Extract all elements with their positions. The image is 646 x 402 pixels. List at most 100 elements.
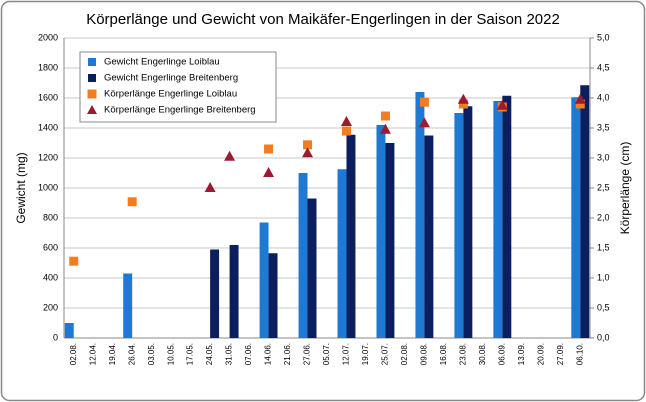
legend-swatch [87,89,97,99]
marker-square [69,256,79,266]
y2-tick-label: 2,0 [597,212,610,222]
y-tick-label: 2000 [38,32,58,42]
legend-swatch [88,58,96,66]
bar [424,135,434,338]
marker-square [264,144,274,154]
legend-label: Gewicht Engerlinge Breitenberg [104,73,238,84]
bar [307,198,317,338]
x-tick-label: 02.08. [400,343,409,365]
y-tick-label: 200 [43,302,58,312]
bar [229,245,239,338]
x-tick-label: 27.06. [303,343,312,365]
bar [123,273,133,338]
y-tick-label: 800 [43,212,58,222]
y2-tick-label: 3,0 [597,152,610,162]
x-tick-label: 20.09. [536,343,545,365]
legend-swatch [88,74,96,82]
marker-square [458,99,468,109]
y2-tick-label: 2,5 [597,182,610,192]
bar [580,85,590,338]
marker-triangle [496,99,508,110]
y2-tick-label: 1,5 [597,242,610,252]
x-tick-label: 02.08. [69,343,78,365]
x-tick-label: 23.08. [458,343,467,365]
bar [337,169,347,338]
x-tick-label: 19.07. [361,343,370,365]
marker-triangle [457,93,469,104]
bar [502,95,512,338]
x-tick-label: 03.05. [147,343,156,365]
x-tick-label: 12.04. [88,343,97,365]
x-tick-label: 06.10. [575,343,584,365]
legend-swatch [87,105,97,114]
marker-square [341,126,351,136]
y2-tick-label: 0,5 [597,302,610,312]
legend-label: Körperlänge Engerlinge Breitenberg [104,105,256,116]
x-tick-label: 10.05. [166,343,175,365]
marker-triangle [340,116,352,126]
marker-square [380,111,390,121]
y-tick-label: 1000 [38,182,58,192]
marker-square [127,197,137,207]
marker-triangle [224,150,236,161]
y-tick-label: 0 [53,332,58,342]
bar [259,222,269,338]
bar [571,97,581,338]
x-tick-label: 05.07. [322,343,331,365]
x-tick-label: 14.06. [264,343,273,365]
y-tick-label: 1200 [38,152,58,162]
marker-triangle [418,117,430,128]
legend-label: Gewicht Engerlinge Loiblau [104,57,220,68]
y-tick-label: 1400 [38,122,58,132]
bar [346,134,356,338]
y2-tick-label: 4,0 [597,92,610,102]
x-tick-label: 13.09. [517,343,526,365]
y-axis-title: Gewicht (mg) [14,152,28,223]
marker-square [419,97,429,107]
y2-axis-title: Körperlänge (cm) [618,142,632,235]
x-tick-label: 25.07. [381,343,390,365]
bar [493,101,503,338]
marker-triangle [204,182,216,192]
marker-square [303,140,313,150]
y2-tick-label: 5,0 [597,32,610,42]
x-tick-label: 06.09. [497,343,506,365]
marker-square [575,99,585,109]
x-tick-label: 16.08. [439,343,448,365]
bar [385,143,395,338]
y2-tick-label: 0,0 [597,332,610,342]
bar [210,249,220,338]
x-tick-label: 30.08. [478,343,487,365]
bar [454,113,464,338]
x-tick-label: 09.08. [420,343,429,365]
y2-tick-label: 4,5 [597,62,610,72]
bar [298,173,308,338]
marker-triangle [302,147,314,158]
bar [64,323,74,338]
x-tick-label: 21.06. [283,343,292,365]
marker-triangle [379,123,391,134]
x-tick-label: 26.04. [127,343,136,365]
x-tick-label: 07.06. [244,343,253,365]
legend-box [79,51,277,123]
x-tick-label: 24.05. [205,343,214,365]
x-tick-label: 19.04. [108,343,117,365]
x-tick-label: 31.05. [225,343,234,365]
bar [415,92,425,338]
y-tick-label: 400 [43,272,58,282]
y-tick-label: 600 [43,242,58,252]
marker-triangle [263,167,275,177]
y-tick-label: 1600 [38,92,58,102]
x-tick-label: 12.07. [342,343,351,365]
x-tick-label: 27.09. [556,343,565,365]
y-tick-label: 1800 [38,62,58,72]
x-tick-label: 17.05. [186,343,195,365]
bar [376,125,386,338]
y2-tick-label: 1,0 [597,272,610,282]
y2-tick-label: 3,5 [597,122,610,132]
marker-triangle [574,93,586,104]
chart-title: Körperlänge und Gewicht von Maikäfer-Eng… [86,11,560,28]
bar [463,106,473,338]
bar [268,253,278,338]
